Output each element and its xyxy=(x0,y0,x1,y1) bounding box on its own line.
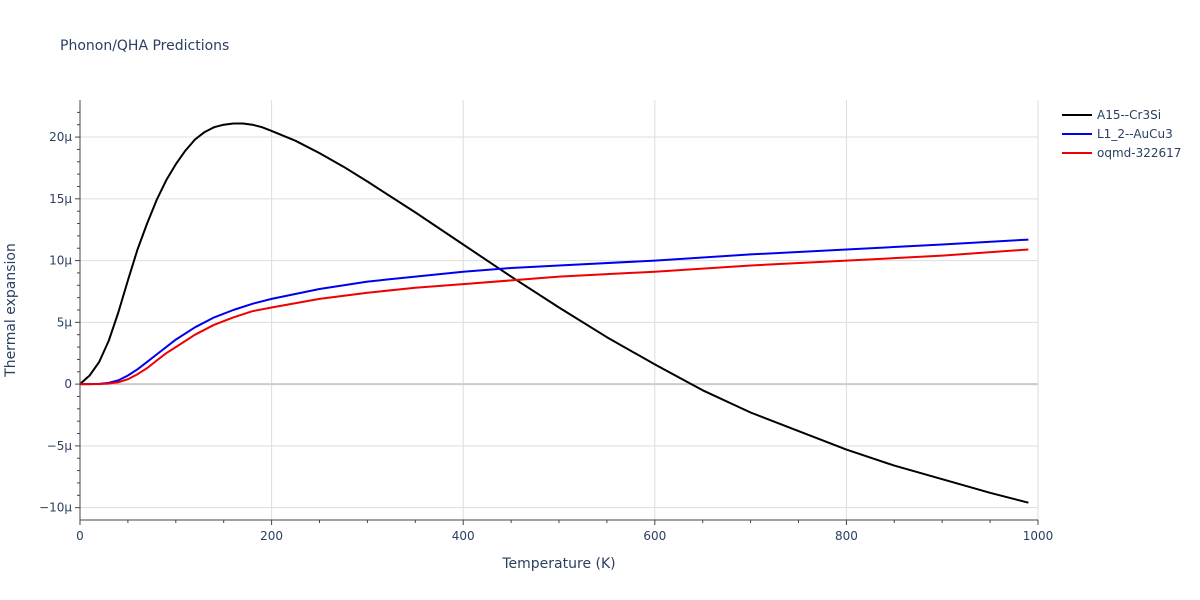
x-tick-label: 0 xyxy=(76,529,84,543)
legend-label: oqmd-322617 xyxy=(1097,146,1181,160)
x-axis-ticks: 0 200 400 600 800 1000 xyxy=(76,520,1053,543)
x-tick-label: 400 xyxy=(452,529,475,543)
grid-lines xyxy=(80,100,1039,520)
y-tick-label: −5μ xyxy=(47,439,73,453)
plot-area xyxy=(79,122,1029,504)
series-line-oqmd-322617 xyxy=(80,248,1029,386)
legend: A15--Cr3Si L1_2--AuCu3 oqmd-322617 xyxy=(1062,108,1181,160)
y-tick-label: 20μ xyxy=(49,130,72,144)
x-tick-label: 1000 xyxy=(1023,529,1054,543)
legend-label: L1_2--AuCu3 xyxy=(1097,127,1173,141)
axes xyxy=(79,100,1038,521)
y-axis-ticks: −10μ −5μ 0 5μ 10μ 15μ 20μ xyxy=(39,111,80,515)
series-line-L1_2--AuCu3 xyxy=(80,238,1029,386)
chart-title: Phonon/QHA Predictions xyxy=(60,38,229,54)
x-tick-label: 800 xyxy=(835,529,858,543)
y-tick-label: −10μ xyxy=(39,501,72,515)
x-tick-label: 200 xyxy=(260,529,283,543)
x-tick-label: 600 xyxy=(643,529,666,543)
legend-label: A15--Cr3Si xyxy=(1097,108,1161,122)
x-axis-title: Temperature (K) xyxy=(501,556,615,572)
series-line-A15--Cr3Si xyxy=(79,122,1029,504)
y-axis-title: Thermal expansion xyxy=(3,243,19,378)
y-tick-label: 15μ xyxy=(49,192,72,206)
y-tick-label: 5μ xyxy=(57,315,73,329)
y-tick-label: 10μ xyxy=(49,254,72,268)
y-tick-label: 0 xyxy=(64,377,72,391)
